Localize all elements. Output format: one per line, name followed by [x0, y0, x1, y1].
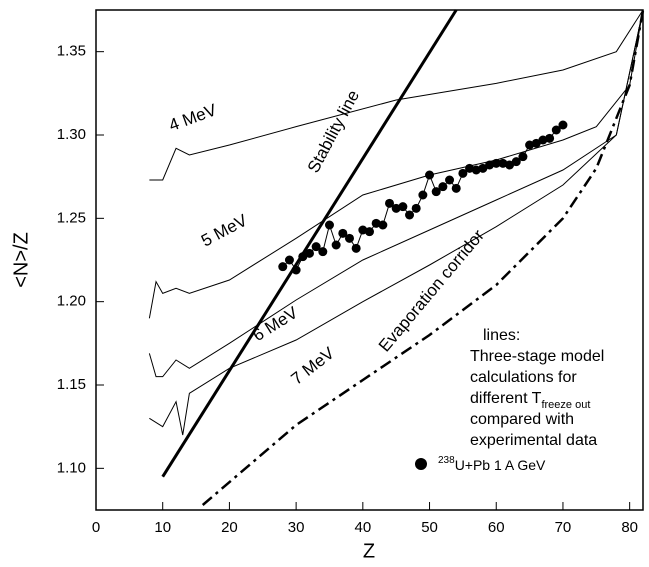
- x-tick-label: 70: [555, 519, 572, 536]
- series-line: [148, 9, 644, 319]
- series-line: [201, 9, 645, 506]
- y-axis-label: <N>/Z: [10, 232, 32, 288]
- plot-frame: [95, 9, 644, 511]
- x-tick-label: 20: [221, 519, 238, 536]
- note-line: different Tfreeze out: [470, 390, 590, 411]
- data-point: [545, 133, 555, 143]
- x-tick-label: 60: [488, 519, 505, 536]
- series-label: 5 MeV: [198, 210, 251, 250]
- y-tick-label: 1.20: [57, 293, 86, 310]
- series-label: Stability line: [304, 87, 363, 176]
- data-point: [438, 182, 448, 192]
- data-point: [511, 157, 521, 167]
- series-label: 4 MeV: [166, 100, 219, 135]
- x-axis-label: Z: [363, 540, 375, 562]
- data-point: [351, 243, 361, 253]
- data-point: [344, 233, 354, 243]
- data-point: [425, 170, 435, 180]
- data-point: [551, 125, 561, 135]
- data-point: [431, 187, 441, 197]
- data-point: [331, 240, 341, 250]
- note-line: calculations for: [470, 369, 577, 386]
- x-tick-label: 40: [354, 519, 371, 536]
- legend-sup: 238: [438, 455, 455, 466]
- y-tick-label: 1.15: [57, 376, 86, 393]
- data-point: [478, 163, 488, 173]
- note-line: lines:: [483, 327, 520, 344]
- data-point: [365, 227, 374, 237]
- note-line: compared with: [470, 411, 574, 428]
- x-tick-label: 30: [288, 519, 305, 536]
- data-point: [338, 228, 348, 238]
- data-point: [458, 168, 468, 178]
- data-point: [324, 220, 334, 230]
- data-point: [405, 210, 415, 220]
- series-label: 7 MeV: [288, 343, 339, 389]
- data-point: [311, 242, 321, 252]
- x-tick-label: 50: [421, 519, 438, 536]
- series-line: [161, 9, 458, 478]
- data-point: [531, 138, 541, 148]
- data-point: [378, 220, 388, 230]
- y-tick-label: 1.35: [57, 43, 86, 60]
- data-point: [451, 183, 461, 193]
- note-subscript: freeze out: [541, 399, 590, 411]
- data-point: [385, 198, 395, 208]
- data-point: [284, 255, 294, 265]
- series-label: Evaporation corridor: [375, 226, 488, 356]
- data-point: [491, 158, 501, 168]
- data-point: [298, 252, 308, 262]
- data-point: [291, 265, 301, 275]
- note-line: experimental data: [470, 432, 597, 449]
- data-point: [278, 262, 288, 272]
- data-point: [558, 120, 568, 130]
- y-tick-label: 1.10: [57, 459, 86, 476]
- note-line: Three-stage model: [470, 348, 604, 365]
- data-point: [304, 248, 314, 258]
- data-point: [411, 203, 421, 213]
- data-point: [505, 160, 515, 170]
- data-point: [318, 247, 328, 257]
- series-line: [149, 9, 644, 436]
- x-tick-label: 80: [621, 519, 638, 536]
- data-point: [398, 202, 408, 212]
- legend-text: U+Pb 1 A GeV: [455, 457, 546, 473]
- legend-label: 238U+Pb 1 A GeV: [438, 455, 546, 473]
- y-tick-label: 1.25: [57, 209, 86, 226]
- series-line: [149, 9, 644, 181]
- data-point: [418, 190, 428, 200]
- x-tick-label: 0: [92, 519, 100, 536]
- legend-marker: [415, 458, 427, 470]
- data-point: [445, 175, 455, 185]
- data-point: [518, 152, 528, 162]
- x-tick-label: 10: [154, 519, 171, 536]
- series-line: [148, 9, 644, 378]
- y-tick-label: 1.30: [57, 126, 86, 143]
